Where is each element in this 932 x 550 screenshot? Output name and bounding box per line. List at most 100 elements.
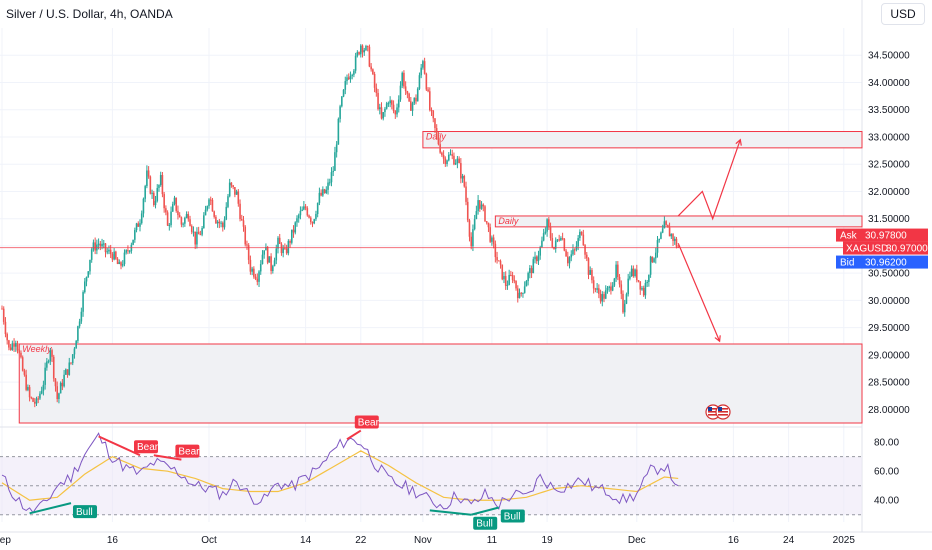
candle-body (154, 200, 157, 206)
candle-body (156, 187, 159, 201)
candle-body (370, 66, 372, 70)
candle-body (673, 238, 676, 241)
candle-body (6, 334, 8, 341)
divergence-label: Bull (76, 507, 93, 518)
flag-stripe (708, 408, 718, 410)
candle-body (123, 252, 126, 265)
chart-title: Silver / U.S. Dollar, 4h, OANDA (6, 7, 173, 21)
time-axis[interactable]: Sep 16 Oct 14 22 Nov 11 19 Dec 16 24 2025 (0, 531, 932, 546)
candle-body (560, 238, 562, 241)
candle-body (335, 144, 338, 153)
candle-body (658, 238, 661, 241)
candle-body (425, 73, 428, 90)
candle-body (61, 382, 64, 387)
candle-body (667, 224, 669, 228)
price-tick-label: 28.00000 (868, 405, 910, 416)
candle-body (627, 278, 629, 295)
candle-body (368, 46, 371, 67)
candle-body (563, 238, 566, 251)
ask-label-bg (836, 228, 862, 242)
candle-body (625, 294, 628, 304)
candle-body (496, 257, 498, 261)
candle-body (116, 258, 119, 264)
last-price-value: 30.97000 (886, 244, 928, 255)
candle-body (25, 374, 27, 390)
symbol-label: XAGUSD (846, 244, 888, 255)
candle-body (161, 175, 164, 195)
candle-body (228, 182, 231, 197)
candle-body (46, 361, 48, 368)
price-tick-label: 29.50000 (868, 323, 910, 334)
candle-body (316, 202, 319, 215)
price-tick-label: 30.50000 (868, 269, 910, 280)
candle-body (84, 281, 86, 293)
candle-body (446, 160, 448, 164)
candle-body (315, 214, 317, 220)
candle-body (87, 271, 90, 277)
candle-body (622, 293, 624, 313)
candle-body (349, 75, 352, 80)
candle-body (309, 217, 312, 222)
candle-body (413, 97, 416, 104)
candle-body (472, 229, 474, 247)
candle-body (639, 281, 642, 290)
candle-body (142, 198, 145, 214)
ask-label: Ask (840, 231, 858, 242)
candle-body (668, 227, 671, 237)
candle-body (360, 45, 362, 55)
candle-body (580, 231, 583, 235)
us-flag-icon (715, 404, 731, 420)
candle-body (429, 91, 431, 111)
candle-body (223, 219, 226, 228)
candle-body (491, 237, 493, 242)
candle-body (308, 215, 310, 218)
rsi-axis[interactable]: 40.00 60.00 80.00 (874, 438, 899, 507)
candle-body (442, 155, 445, 159)
candle-body (85, 276, 88, 282)
bid-label: Bid (840, 258, 854, 269)
candle-body (44, 367, 46, 385)
grid (0, 0, 863, 532)
candle-body (377, 92, 379, 110)
rsi-tick-label: 40.00 (874, 496, 899, 507)
zone-label: Weekly (22, 344, 52, 354)
bid-label-bg (836, 255, 862, 269)
divergence-label: Bull (476, 519, 493, 530)
candle-body (582, 234, 585, 246)
candle-body (632, 268, 635, 277)
divergence-badge (500, 509, 525, 523)
flag-canton (718, 407, 722, 411)
candle-body (447, 154, 450, 161)
candle-body (218, 221, 221, 224)
flag-stripe (708, 414, 718, 416)
candle-body (654, 252, 657, 259)
candle-body (35, 398, 38, 404)
candle-body (444, 158, 447, 164)
candle-body (385, 103, 388, 109)
candle-body (603, 294, 605, 299)
candle-body (391, 100, 393, 105)
candle-body (99, 243, 102, 247)
time-tick-label: 22 (355, 535, 367, 546)
currency-button[interactable]: USD (881, 3, 925, 25)
candle-body (234, 187, 236, 195)
candle-body (297, 215, 300, 219)
candle-body (184, 217, 186, 224)
divergence-label: Bear (178, 447, 200, 458)
candle-body (584, 245, 586, 255)
candle-body (249, 259, 252, 272)
candle-body (577, 238, 579, 247)
price-axis[interactable]: 28.00000 28.50000 29.00000 29.50000 30.00000… (836, 51, 928, 416)
candle-body (275, 248, 278, 261)
candle-body (153, 192, 155, 206)
candle-body (410, 101, 412, 111)
candle-body (251, 268, 253, 272)
candle-body (52, 356, 55, 379)
candle-body (263, 250, 265, 255)
divergence-badge (73, 505, 97, 519)
candle-body (89, 259, 91, 272)
candle-body (513, 280, 516, 282)
zone-label: Daily (426, 132, 447, 142)
candle-body (644, 283, 647, 296)
